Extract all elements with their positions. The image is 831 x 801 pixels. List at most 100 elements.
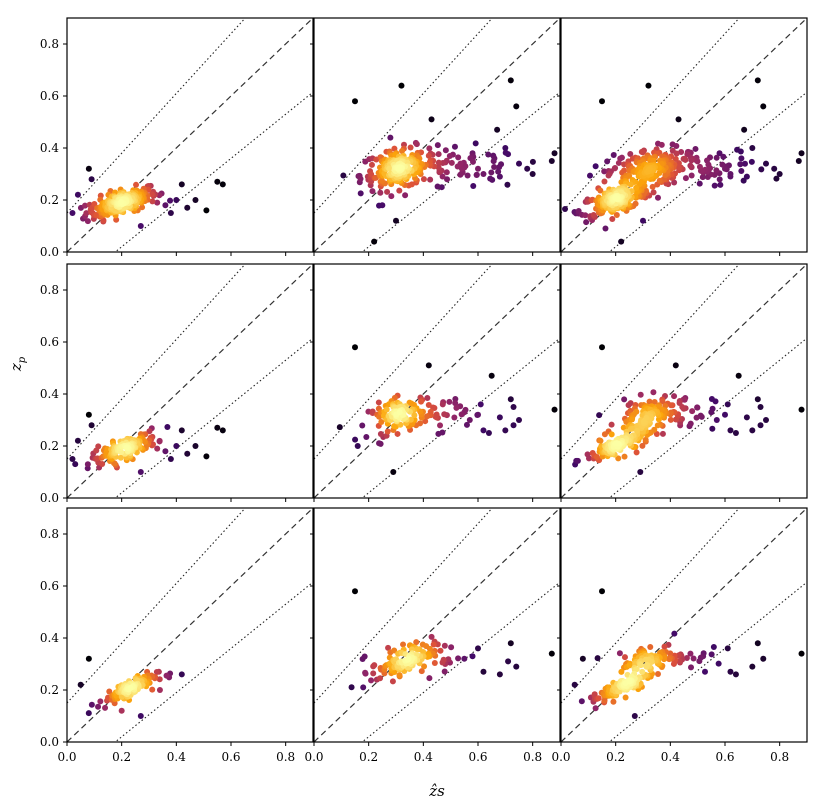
data-point xyxy=(74,191,81,198)
data-point xyxy=(473,171,480,178)
data-point xyxy=(435,430,442,437)
data-point xyxy=(713,417,720,423)
data-point xyxy=(99,461,106,468)
y-tick-label: 0.2 xyxy=(40,193,59,207)
data-point xyxy=(423,413,430,420)
data-point xyxy=(757,404,764,410)
data-point xyxy=(458,411,465,418)
data-point xyxy=(760,103,767,110)
data-point xyxy=(656,177,663,184)
reference-line-one-to-one xyxy=(67,508,313,742)
data-point xyxy=(524,165,531,172)
data-point xyxy=(368,161,375,168)
data-point xyxy=(743,173,750,180)
data-point xyxy=(413,639,420,646)
data-point xyxy=(359,422,366,429)
data-point xyxy=(378,177,385,184)
data-point xyxy=(722,411,728,418)
data-point xyxy=(448,644,455,651)
data-point xyxy=(694,404,701,411)
data-point xyxy=(633,184,640,191)
data-point xyxy=(724,401,731,408)
panel-frame xyxy=(66,17,314,253)
data-point xyxy=(448,159,455,166)
data-point xyxy=(616,650,623,657)
x-tick-label: 0.4 xyxy=(661,750,680,764)
data-point xyxy=(696,658,703,665)
data-point xyxy=(504,181,511,188)
data-point xyxy=(592,705,599,712)
data-point xyxy=(510,422,517,429)
panel-row2-col1: 0.0 0.2 0.4 0.6 0.8 xyxy=(40,263,314,505)
data-point xyxy=(407,416,414,423)
data-point xyxy=(178,427,185,434)
data-point xyxy=(643,663,650,670)
reference-line-upper-bound xyxy=(314,264,494,460)
data-point xyxy=(487,175,494,182)
reference-line-upper-bound xyxy=(67,264,247,460)
data-point xyxy=(340,172,347,179)
data-point xyxy=(621,396,628,403)
data-point xyxy=(699,174,706,181)
data-point xyxy=(610,151,617,158)
reference-line-upper-bound xyxy=(314,508,494,704)
data-point xyxy=(735,372,742,379)
data-point xyxy=(475,165,481,172)
data-point xyxy=(428,116,435,123)
panel-frame xyxy=(560,17,808,253)
data-point xyxy=(404,656,411,663)
data-point xyxy=(148,191,155,198)
data-point xyxy=(154,445,161,452)
data-point xyxy=(696,163,703,170)
data-point xyxy=(740,177,747,184)
data-point xyxy=(651,398,658,405)
data-point xyxy=(687,650,694,657)
data-point xyxy=(582,212,589,219)
data-point xyxy=(592,163,599,170)
data-point xyxy=(72,461,79,468)
data-point xyxy=(118,707,125,714)
data-point xyxy=(562,206,569,213)
data-point xyxy=(425,362,432,369)
y-axis-label: zp xyxy=(7,356,28,372)
data-point xyxy=(396,164,403,171)
data-point xyxy=(167,456,174,462)
data-point xyxy=(640,217,646,224)
data-point xyxy=(84,461,91,468)
data-point xyxy=(402,192,409,199)
data-point xyxy=(153,669,160,676)
data-point xyxy=(737,161,744,168)
data-point xyxy=(102,704,109,711)
data-point xyxy=(369,188,376,195)
data-point xyxy=(85,411,92,418)
data-point xyxy=(548,650,555,657)
data-point xyxy=(618,238,625,245)
data-point xyxy=(727,668,734,675)
data-point xyxy=(442,147,449,154)
data-point xyxy=(719,161,726,168)
data-point xyxy=(336,424,343,431)
data-point xyxy=(430,641,437,648)
data-point xyxy=(82,202,89,209)
data-point xyxy=(173,197,180,203)
x-tick-label: 0.2 xyxy=(606,750,625,764)
data-point xyxy=(440,656,447,663)
data-point xyxy=(507,77,514,84)
data-point xyxy=(754,396,761,403)
data-point xyxy=(516,417,522,423)
data-point xyxy=(680,155,687,162)
data-point xyxy=(631,713,638,719)
data-point xyxy=(712,398,719,405)
data-point xyxy=(599,588,605,595)
data-point xyxy=(477,401,484,408)
data-point xyxy=(597,187,604,194)
data-point xyxy=(638,178,645,185)
data-point xyxy=(708,651,715,658)
data-point xyxy=(149,686,156,693)
data-point xyxy=(352,588,358,595)
data-point xyxy=(672,156,679,163)
data-point xyxy=(645,82,652,89)
data-point xyxy=(97,698,104,705)
data-point xyxy=(383,406,390,413)
data-point xyxy=(127,684,134,691)
